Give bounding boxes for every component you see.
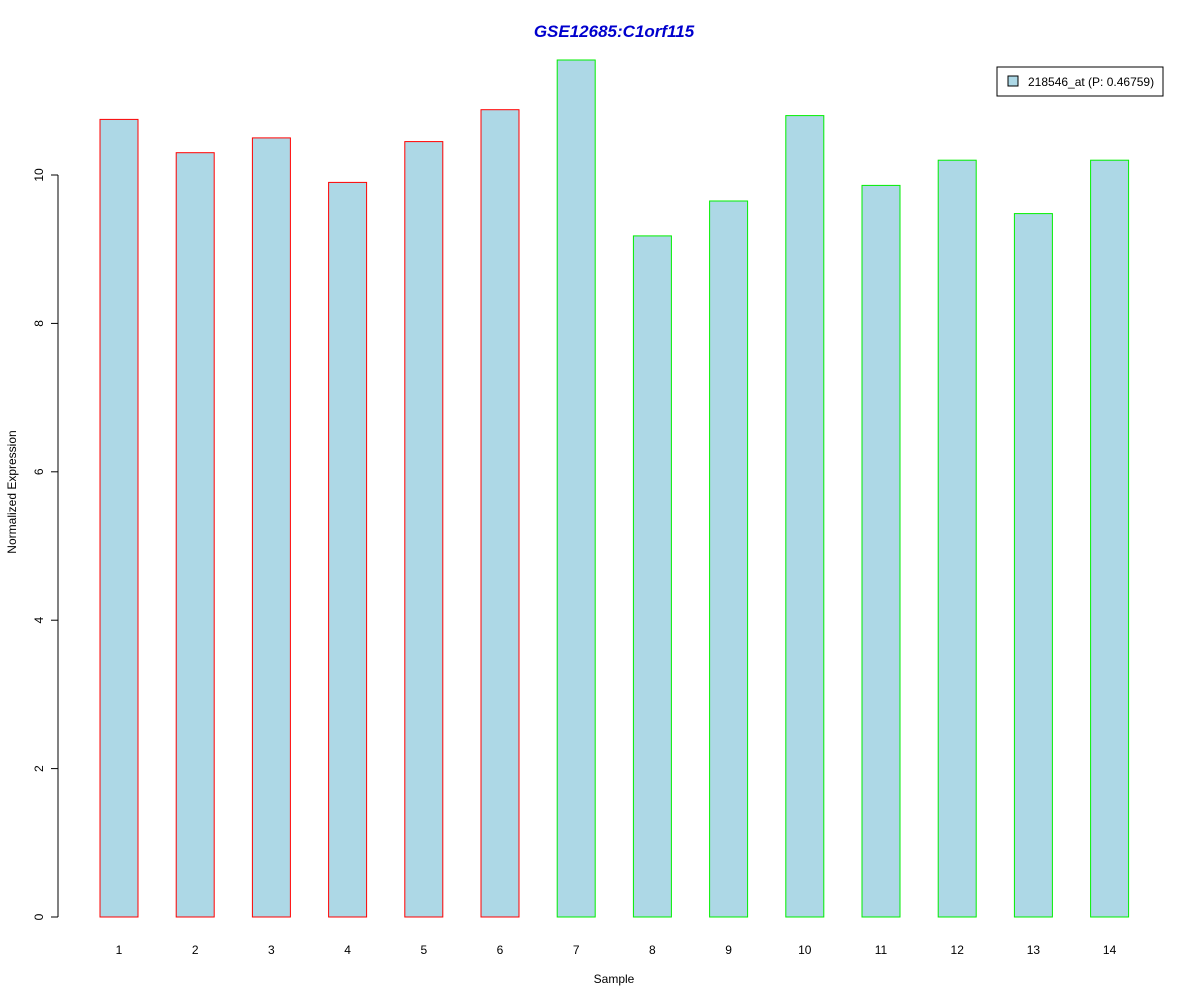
bars xyxy=(99,59,1130,918)
bar-sample-13 xyxy=(1013,213,1053,918)
bar-sample-7 xyxy=(556,59,596,918)
x-tick-label: 5 xyxy=(420,943,427,957)
chart-title: GSE12685:C1orf115 xyxy=(534,22,695,41)
legend-box xyxy=(996,66,1164,97)
y-tick-label: 10 xyxy=(32,168,46,182)
bar-sample-2 xyxy=(175,152,215,918)
legend-label: 218546_at (P: 0.46759) xyxy=(1028,75,1154,89)
x-tick-label: 7 xyxy=(573,943,580,957)
y-tick-label: 6 xyxy=(32,468,46,475)
x-tick-label: 4 xyxy=(344,943,351,957)
x-tick-label: 2 xyxy=(192,943,199,957)
bar-sample-5 xyxy=(404,141,444,918)
x-tick-label: 9 xyxy=(725,943,732,957)
x-tick-label: 11 xyxy=(875,943,888,957)
x-tick-label: 1 xyxy=(116,943,123,957)
bar-sample-4 xyxy=(328,181,368,918)
bar-sample-10 xyxy=(785,115,825,918)
bar-sample-9 xyxy=(709,200,749,918)
y-axis-title: Normalized Expression xyxy=(5,430,19,553)
x-tick-label: 12 xyxy=(951,943,965,957)
x-tick-label: 6 xyxy=(497,943,504,957)
bar-sample-11 xyxy=(861,184,901,918)
y-tick-label: 8 xyxy=(32,320,46,327)
y-tick-label: 2 xyxy=(32,765,46,772)
x-axis-title: Sample xyxy=(594,972,635,986)
bar-sample-8 xyxy=(632,235,672,918)
bar-sample-3 xyxy=(251,137,291,918)
y-tick-label: 4 xyxy=(32,617,46,624)
legend-swatch xyxy=(1007,75,1019,87)
x-tick-label: 3 xyxy=(268,943,275,957)
y-tick-label: 0 xyxy=(32,913,46,920)
x-tick-label: 14 xyxy=(1103,943,1117,957)
legend: 218546_at (P: 0.46759) xyxy=(996,66,1164,97)
bar-sample-12 xyxy=(937,159,977,918)
x-tick-label: 13 xyxy=(1027,943,1041,957)
x-tick-label: 8 xyxy=(649,943,656,957)
bar-sample-14 xyxy=(1090,159,1130,918)
bar-sample-6 xyxy=(480,109,520,918)
x-tick-label: 10 xyxy=(798,943,812,957)
x-tick-labels: 1 2 3 4 5 6 7 8 9 10 11 12 13 14 xyxy=(116,943,1117,957)
bar-sample-1 xyxy=(99,118,139,918)
y-axis: 0 2 4 6 8 10 xyxy=(32,168,59,920)
